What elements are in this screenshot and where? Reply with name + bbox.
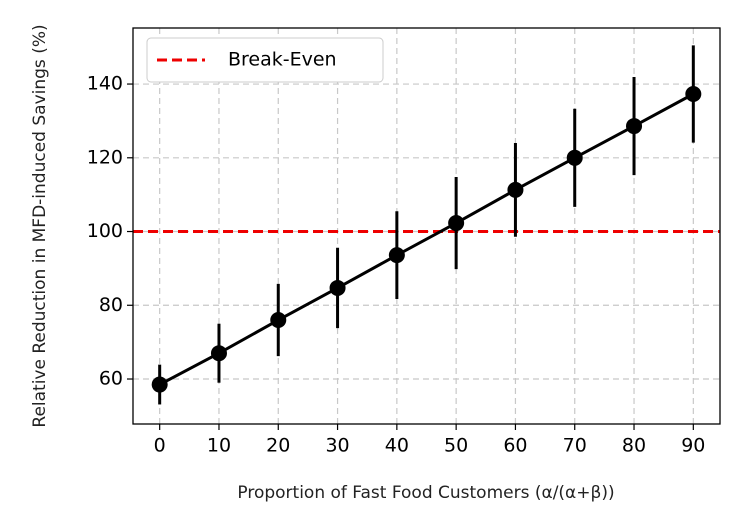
point bbox=[685, 86, 702, 102]
x-axis-label: Proportion of Fast Food Customers (α/(α+… bbox=[237, 483, 614, 503]
y-tick-label: 120 bbox=[87, 146, 123, 168]
y-tick-label: 80 bbox=[99, 294, 123, 316]
x-tick-label: 20 bbox=[266, 435, 290, 457]
plot-frame bbox=[132, 27, 721, 425]
point bbox=[210, 345, 227, 362]
point bbox=[566, 149, 583, 166]
point bbox=[270, 312, 287, 329]
x-tick-label: 60 bbox=[503, 435, 527, 457]
x-tick-label: 0 bbox=[154, 435, 166, 457]
y-tick-label: 60 bbox=[99, 368, 123, 390]
point bbox=[448, 215, 465, 232]
x-tick-label: 30 bbox=[325, 435, 349, 457]
point bbox=[388, 247, 405, 264]
legend-label: Break-Even bbox=[228, 49, 337, 71]
legend-box bbox=[146, 37, 384, 83]
point bbox=[329, 279, 346, 296]
x-tick-label: 80 bbox=[622, 435, 646, 457]
x-tick-label: 40 bbox=[385, 435, 409, 457]
x-tick-label: 10 bbox=[207, 435, 231, 457]
line bbox=[158, 92, 695, 386]
x-tick-label: 70 bbox=[563, 435, 587, 457]
point bbox=[507, 181, 524, 198]
y-tick-label: 100 bbox=[87, 220, 123, 242]
point bbox=[151, 376, 168, 393]
point bbox=[626, 118, 643, 135]
y-axis-label: Relative Reduction in MFD-induced Saving… bbox=[30, 24, 50, 427]
y-tick-label: 140 bbox=[87, 73, 123, 95]
x-tick-label: 50 bbox=[444, 435, 468, 457]
x-tick-label: 90 bbox=[681, 435, 705, 457]
